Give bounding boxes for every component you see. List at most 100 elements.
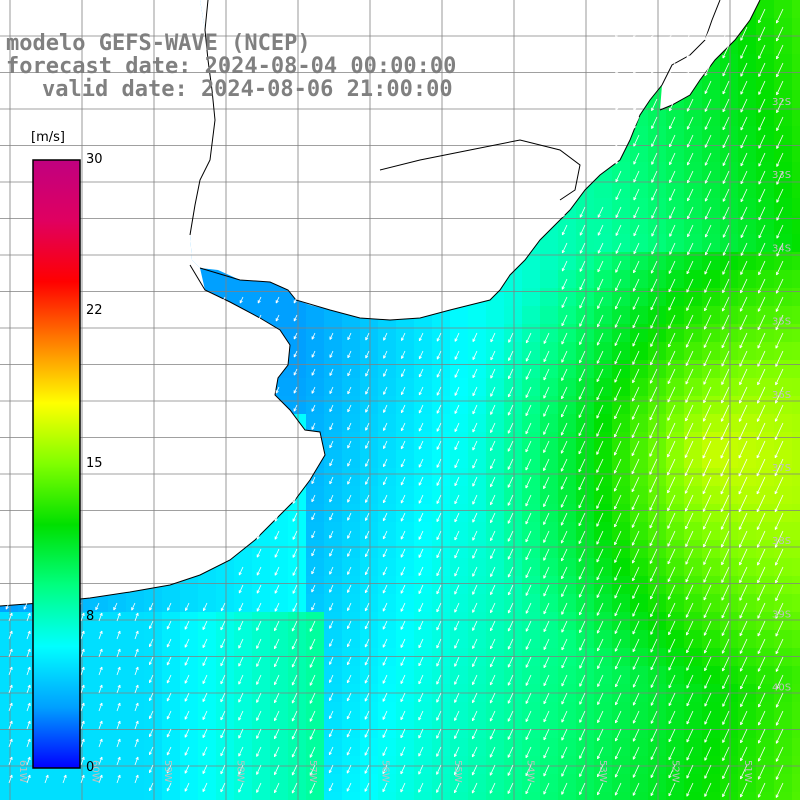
wind-arrow [5, 602, 10, 610]
wind-arrow [203, 296, 208, 304]
wind-arrow [685, 368, 694, 385]
wind-arrow [436, 674, 442, 685]
wind-arrow [740, 782, 748, 798]
wind-arrow [775, 746, 784, 762]
wind-arrow [774, 422, 784, 441]
wind-arrow [578, 512, 586, 527]
wind-arrow [26, 720, 31, 730]
wind-arrow [291, 782, 298, 794]
wind-arrow [757, 638, 766, 655]
wind-arrow [561, 206, 568, 218]
wind-arrow [472, 350, 478, 360]
wind-arrow [401, 332, 406, 341]
wind-arrow [756, 458, 766, 477]
wind-arrow [597, 278, 604, 291]
wind-arrow [651, 62, 658, 76]
wind-arrow [116, 648, 121, 658]
wind-arrow [758, 80, 766, 95]
wind-arrow [596, 440, 604, 455]
wind-arrow [561, 566, 568, 580]
wind-arrow [775, 674, 784, 690]
wind-arrow [436, 404, 442, 414]
wind-arrow [578, 368, 586, 382]
wind-arrow [650, 296, 658, 311]
wind-arrow [400, 602, 406, 612]
wind-arrow [704, 692, 712, 707]
wind-arrow [649, 566, 658, 582]
wind-arrow [329, 422, 334, 431]
wind-arrow [166, 746, 172, 756]
wind-arrow [651, 98, 658, 112]
colorbar-tick-30: 30 [86, 152, 103, 167]
wind-arrow [489, 638, 496, 650]
wind-arrow [560, 494, 568, 508]
wind-arrow [597, 296, 604, 309]
wind-arrow [775, 584, 784, 602]
wind-arrow [472, 332, 478, 342]
wind-arrow [632, 710, 640, 724]
wind-arrow [649, 368, 658, 384]
wind-arrow [543, 710, 550, 723]
wind-arrow [347, 566, 352, 575]
wind-arrow [329, 458, 334, 467]
wind-arrow [436, 422, 442, 432]
wind-arrow [740, 98, 748, 113]
wind-arrow [418, 584, 424, 594]
wind-arrow [454, 530, 460, 541]
wind-arrow [775, 764, 784, 780]
wind-arrow [329, 404, 334, 413]
wind-arrow [490, 350, 496, 361]
wind-arrow [401, 350, 406, 359]
wind-arrow [667, 548, 676, 565]
wind-arrow [256, 746, 262, 757]
wind-arrow [776, 260, 784, 276]
wind-arrow [256, 548, 262, 558]
wind-arrow [365, 458, 370, 467]
wind-arrow [489, 692, 496, 704]
wind-arrow [309, 764, 316, 776]
wind-arrow [774, 476, 784, 495]
wind-arrow [775, 368, 784, 386]
wind-arrow [704, 674, 712, 689]
grid-labels: 32S 33S 34S 35S 36S 37S 38S 39S 40S 61W 60W 59W 58W 5… [17, 97, 791, 783]
wind-arrow [364, 620, 370, 630]
wind-arrow [347, 548, 352, 557]
wind-arrow [686, 26, 694, 40]
wind-arrow [202, 674, 208, 684]
wind-arrow [382, 548, 388, 558]
wind-arrow [256, 656, 262, 667]
wind-arrow [686, 764, 694, 779]
wind-arrow [686, 638, 694, 654]
wind-arrow [776, 188, 784, 203]
wind-arrow [454, 566, 460, 577]
wind-arrow [400, 782, 406, 793]
wind-arrow [775, 566, 784, 584]
wind-arrow [238, 710, 244, 721]
wind-arrow [758, 26, 766, 42]
wind-arrow [364, 746, 370, 756]
wind-arrow [490, 386, 496, 397]
wind-arrow [382, 728, 388, 738]
wind-arrow [400, 512, 406, 522]
wind-arrow [579, 242, 586, 254]
wind-arrow [561, 710, 568, 723]
wind-arrow [561, 314, 568, 327]
wind-arrow [507, 746, 514, 758]
wind-arrow [328, 728, 334, 738]
wind-arrow [633, 116, 640, 129]
wind-arrow [649, 386, 658, 402]
wind-arrow [543, 764, 550, 777]
wind-arrow [401, 368, 406, 377]
wind-arrow [454, 332, 460, 342]
wind-arrow [274, 764, 280, 776]
wind-arrow [202, 710, 208, 720]
wind-arrow [579, 620, 586, 634]
wind-arrow [756, 440, 766, 459]
wind-arrow [220, 746, 226, 757]
wind-arrow [614, 728, 622, 742]
lat-label: 33S [772, 170, 791, 181]
wind-arrow [472, 476, 478, 487]
wind-arrow [365, 422, 370, 431]
wind-arrow [543, 440, 550, 453]
wind-arrow [633, 134, 640, 147]
